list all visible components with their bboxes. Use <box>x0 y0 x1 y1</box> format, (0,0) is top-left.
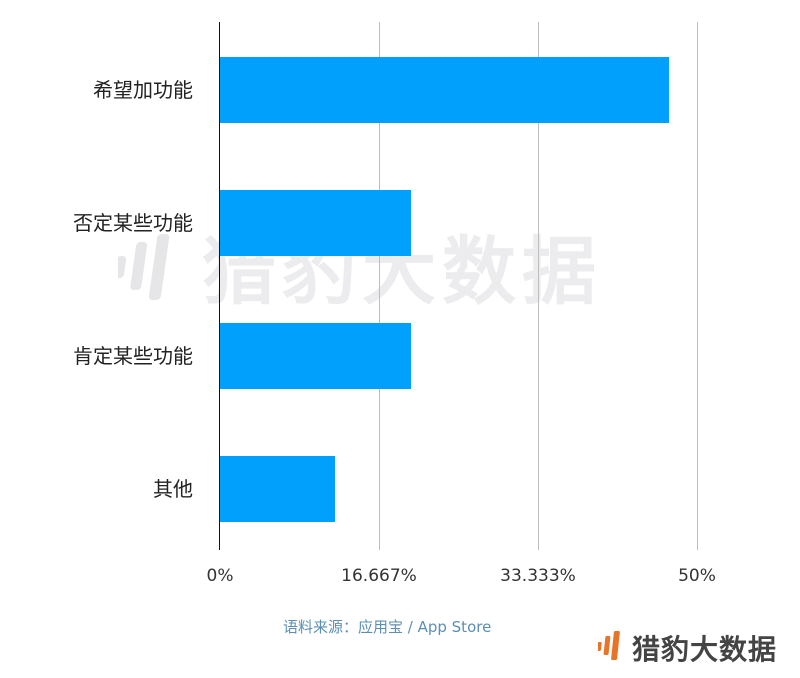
x-tick-label: 33.333% <box>500 566 576 586</box>
category-label: 否定某些功能 <box>73 211 193 235</box>
category-label: 希望加功能 <box>93 78 193 102</box>
category-label: 肯定某些功能 <box>73 344 193 368</box>
x-tick-label: 50% <box>678 566 716 586</box>
brand-logo: 猎豹大数据 <box>597 630 778 666</box>
gridline-50 <box>697 22 698 550</box>
bar-hope-add-features <box>220 57 669 123</box>
bar-affirm-features <box>220 323 411 389</box>
bar-other <box>220 456 335 522</box>
gridline-33333 <box>538 22 539 550</box>
y-axis-line <box>219 22 220 550</box>
source-note: 语料来源：应用宝 / App Store <box>283 618 492 636</box>
x-tick-label: 16.667% <box>341 566 417 586</box>
x-tick-label: 0% <box>206 566 234 586</box>
logo-text: 猎豹大数据 <box>632 633 778 666</box>
bar-signal-logo-icon <box>597 631 624 665</box>
category-label: 其他 <box>153 477 193 501</box>
gridline-16667 <box>379 22 380 550</box>
bar-negate-features <box>220 190 411 256</box>
